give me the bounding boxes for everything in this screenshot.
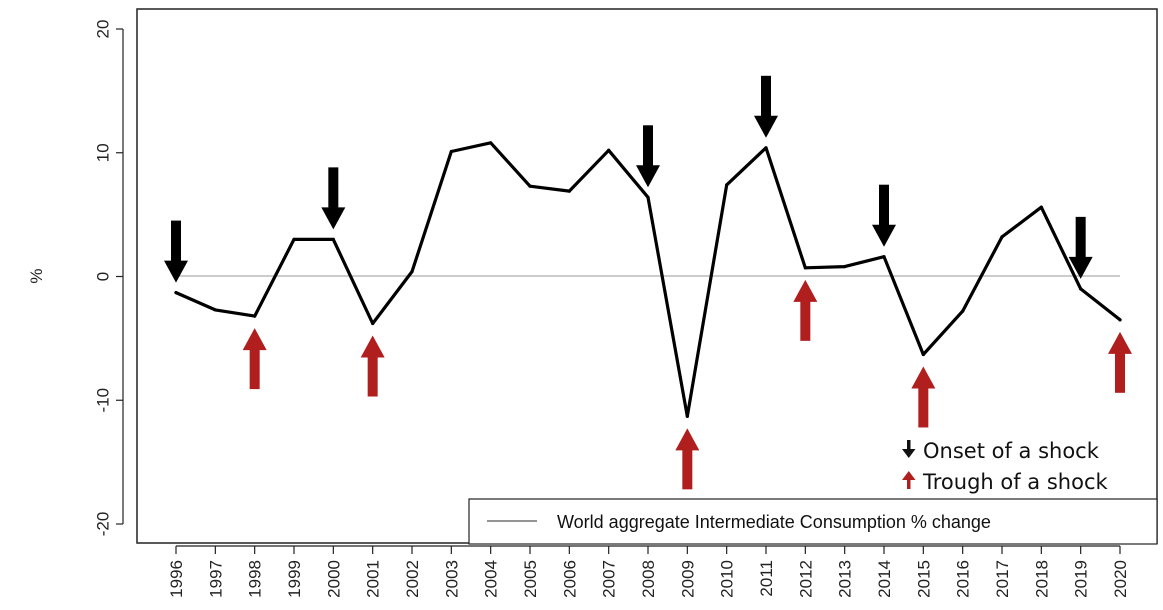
- x-tick-label: 2013: [836, 560, 855, 598]
- y-tick-label: -10: [93, 388, 112, 413]
- legend: World aggregate Intermediate Consumption…: [468, 498, 1158, 545]
- data-point: [567, 189, 571, 193]
- x-tick-label: 2000: [324, 560, 343, 598]
- data-point: [253, 314, 257, 318]
- series-layer: [174, 141, 1122, 418]
- data-point: [292, 237, 296, 241]
- shock-arrows: [164, 75, 1132, 490]
- data-point: [213, 308, 217, 312]
- x-tick-label: 1999: [285, 560, 304, 598]
- y-tick-label: -20: [93, 512, 112, 537]
- data-point: [174, 290, 178, 295]
- data-point: [1118, 318, 1122, 322]
- data-point: [449, 149, 453, 154]
- x-tick-label: 2016: [954, 560, 973, 598]
- x-tick-label: 2002: [403, 560, 422, 598]
- trough-arrow: [1108, 331, 1132, 393]
- x-tick-label: 1996: [167, 560, 186, 598]
- x-tick-label: 2009: [678, 560, 697, 598]
- data-point: [331, 237, 335, 241]
- x-tick-label: 1997: [206, 560, 225, 598]
- x-tick-label: 2017: [993, 560, 1012, 598]
- data-point: [764, 146, 768, 150]
- x-tick-label: 2010: [718, 560, 737, 598]
- trough-arrow: [242, 328, 267, 390]
- data-point: [1039, 205, 1043, 209]
- x-tick-label: 2020: [1111, 560, 1130, 598]
- data-point: [1079, 287, 1083, 291]
- x-tick-label: 2014: [875, 560, 894, 598]
- trough-arrow: [360, 335, 385, 397]
- x-tick-label: 2003: [442, 560, 461, 598]
- x-tick-label: 2007: [600, 560, 619, 598]
- onset-arrow: [636, 125, 660, 188]
- onset-arrow: [321, 167, 346, 230]
- x-tick-label: 2008: [639, 560, 658, 598]
- data-point: [489, 141, 493, 145]
- legend-series-label: World aggregate Intermediate Consumption…: [557, 512, 991, 532]
- trough-arrow: [675, 428, 700, 490]
- data-point: [646, 195, 650, 199]
- y-tick-label: 0: [93, 272, 112, 281]
- trough-arrow: [793, 279, 818, 341]
- onset-key-icon: [902, 440, 916, 458]
- shock-key: Onset of a shock Trough of a shock: [902, 439, 1108, 494]
- onset-arrow: [872, 184, 896, 247]
- data-point: [685, 414, 689, 418]
- y-tick-label: 10: [93, 143, 112, 162]
- data-point: [725, 183, 729, 187]
- data-point: [528, 184, 532, 188]
- onset-arrow: [754, 75, 778, 138]
- x-tick-label: 2004: [482, 560, 501, 598]
- data-point: [961, 309, 965, 313]
- data-point: [371, 321, 375, 326]
- x-tick-label: 2015: [914, 560, 933, 598]
- x-tick-label: 2005: [521, 560, 540, 598]
- x-tick-label: 2001: [364, 560, 383, 598]
- x-tick-label: 2006: [560, 560, 579, 598]
- onset-key-label: Onset of a shock: [923, 439, 1100, 463]
- onset-arrow: [1068, 216, 1093, 279]
- data-point: [803, 266, 807, 270]
- data-point: [607, 148, 611, 152]
- onset-arrow: [164, 220, 188, 283]
- x-tick-label: 2019: [1072, 560, 1091, 598]
- x-tick-label: 1998: [246, 560, 265, 598]
- y-axis: 20 10 0 -10 -20: [93, 20, 124, 537]
- trough-key-label: Trough of a shock: [922, 470, 1108, 494]
- x-axis: 1996 1997 1998 1999 2000 2001 2002 2003 2004 2005…: [167, 545, 1130, 598]
- x-tick-label: 2011: [757, 560, 776, 597]
- x-tick-label: 2012: [796, 560, 815, 598]
- data-point: [882, 255, 886, 259]
- data-point: [410, 269, 414, 274]
- data-point: [843, 265, 847, 269]
- legend-box: [468, 498, 1158, 545]
- data-point: [1000, 235, 1004, 239]
- y-axis-label: %: [27, 268, 46, 283]
- trough-arrow: [911, 366, 936, 428]
- data-point: [921, 352, 925, 357]
- x-tick-label: 2018: [1032, 560, 1051, 598]
- y-tick-label: 20: [93, 20, 112, 39]
- trough-key-icon: [902, 471, 916, 489]
